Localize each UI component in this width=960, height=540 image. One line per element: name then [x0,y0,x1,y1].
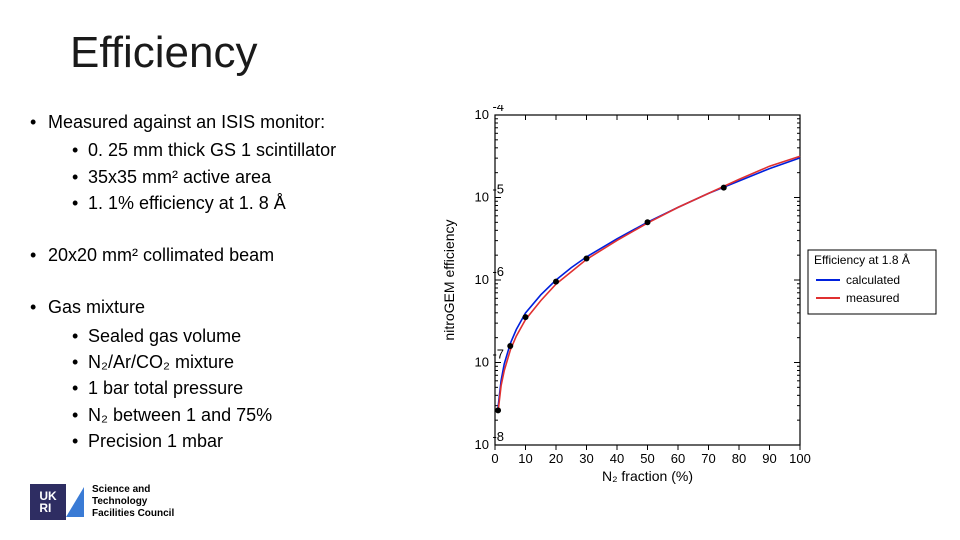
sub-bullet-item: 1 bar total pressure [48,376,420,400]
svg-text:10: 10 [518,451,532,466]
svg-text:40: 40 [610,451,624,466]
ukri-logo-icon: UKRI [30,484,66,520]
svg-text:10: 10 [475,355,489,370]
bullet-item: Measured against an ISIS monitor:0. 25 m… [30,110,420,215]
sub-bullet-item: 0. 25 mm thick GS 1 scintillator [48,138,420,162]
svg-text:10: 10 [475,272,489,287]
svg-text:20: 20 [549,451,563,466]
svg-text:-6: -6 [492,264,504,279]
sub-bullet-item: N₂ between 1 and 75% [48,403,420,427]
svg-text:Efficiency at 1.8 Å: Efficiency at 1.8 Å [814,252,910,267]
svg-text:calculated: calculated [846,273,900,287]
slide-title: Efficiency [70,28,258,78]
svg-text:-4: -4 [492,105,504,114]
svg-text:N₂ fraction (%): N₂ fraction (%) [602,468,693,484]
svg-text:0: 0 [491,451,498,466]
bullet-item: 20x20 mm² collimated beam [30,243,420,267]
sub-bullet-item: Sealed gas volume [48,324,420,348]
bullet-item: Gas mixtureSealed gas volumeN₂/Ar/CO₂ mi… [30,295,420,453]
sub-bullet-item: Precision 1 mbar [48,429,420,453]
svg-text:30: 30 [579,451,593,466]
svg-text:measured: measured [846,291,899,305]
svg-text:50: 50 [640,451,654,466]
svg-text:60: 60 [671,451,685,466]
footer-logo: UKRI Science and Technology Facilities C… [30,484,174,520]
svg-text:-8: -8 [492,429,504,444]
svg-text:-5: -5 [492,182,504,197]
svg-text:10: 10 [475,190,489,205]
logo-text: Science and Technology Facilities Counci… [92,484,174,520]
sub-bullet-item: 35x35 mm² active area [48,165,420,189]
svg-text:-7: -7 [492,347,504,362]
logo-triangle-icon [66,487,84,517]
body-text: Measured against an ISIS monitor:0. 25 m… [30,110,420,481]
svg-text:90: 90 [762,451,776,466]
svg-text:nitroGEM efficiency: nitroGEM efficiency [441,219,457,340]
svg-text:100: 100 [789,451,811,466]
sub-bullet-item: N₂/Ar/CO₂ mixture [48,350,420,374]
efficiency-chart: 010203040506070809010010-810-710-610-510… [440,105,945,485]
sub-bullet-item: 1. 1% efficiency at 1. 8 Å [48,191,420,215]
svg-text:70: 70 [701,451,715,466]
svg-text:80: 80 [732,451,746,466]
svg-text:10: 10 [475,107,489,122]
svg-text:10: 10 [475,437,489,452]
